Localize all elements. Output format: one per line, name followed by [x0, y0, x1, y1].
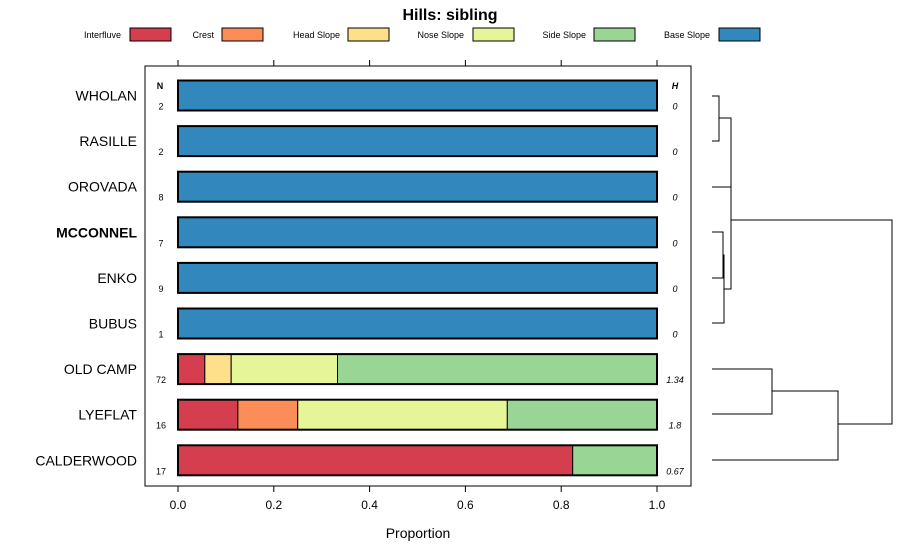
bar-segment — [204, 353, 232, 385]
bar-outline — [177, 170, 658, 203]
legend-label: Nose Slope — [417, 30, 464, 40]
row-h-value: 0.67 — [666, 466, 685, 476]
bar-row: WHOLAN 2 0 — [76, 79, 678, 112]
bar-segment — [177, 171, 658, 203]
bar-segment — [177, 262, 658, 294]
bar-segment — [337, 353, 658, 385]
row-n-value: 2 — [158, 147, 163, 157]
chart-title: Hills: sibling — [402, 7, 497, 24]
bar-row: OLD CAMP 72 1.34 — [64, 353, 684, 386]
bar-outline — [177, 79, 658, 112]
row-n-value: 8 — [158, 193, 163, 203]
row-h-value: 0 — [672, 284, 677, 294]
bar-segment — [297, 399, 508, 431]
legend-label: Interfluve — [84, 30, 121, 40]
row-label: ENKO — [97, 270, 137, 286]
legend-swatch — [221, 27, 264, 42]
x-tick-label: 0.0 — [170, 498, 187, 512]
bar-row: MCCONNEL 7 0 — [56, 216, 678, 249]
row-label: WHOLAN — [76, 88, 137, 104]
bar-segment — [177, 399, 239, 431]
bar-row: OROVADA 8 0 — [68, 170, 678, 203]
bar-row: BUBUS 1 0 — [89, 307, 678, 340]
row-n-value: 17 — [156, 466, 166, 476]
dendrogram-branch — [712, 368, 773, 415]
h-column-header: H — [672, 81, 679, 91]
x-tick-label: 0.2 — [265, 498, 282, 512]
row-n-value: 1 — [158, 330, 163, 340]
row-n-value: 7 — [158, 238, 163, 248]
row-n-value: 72 — [156, 375, 166, 385]
legend-swatch — [347, 27, 390, 42]
dendrogram — [712, 95, 893, 461]
legend-label: Crest — [192, 30, 214, 40]
row-label: BUBUS — [89, 316, 137, 332]
bar-segment — [230, 353, 339, 385]
x-tick-label: 1.0 — [649, 498, 666, 512]
bar-segment — [572, 444, 658, 476]
x-axis-label: Proportion — [386, 525, 451, 541]
bar-outline — [177, 125, 658, 158]
legend-label: Head Slope — [293, 30, 340, 40]
legend-swatch — [129, 27, 172, 42]
bar-row: ENKO 9 0 — [97, 261, 678, 294]
row-h-value: 0 — [672, 238, 677, 248]
n-column-header: N — [157, 81, 164, 91]
bar-segment — [237, 399, 299, 431]
dendrogram-branch — [724, 209, 732, 290]
legend-swatch — [718, 27, 761, 42]
row-h-value: 0 — [672, 193, 677, 203]
bar-outline — [177, 444, 658, 477]
bar-outline — [177, 353, 658, 386]
row-label: CALDERWOOD — [35, 452, 137, 468]
bar-segment — [177, 125, 658, 157]
x-tick-label: 0.6 — [457, 498, 474, 512]
row-n-value: 2 — [158, 102, 163, 112]
x-tick-label: 0.8 — [553, 498, 570, 512]
legend-label: Side Slope — [542, 30, 586, 40]
bar-row: RASILLE 2 0 — [79, 125, 678, 158]
row-label: RASILLE — [79, 133, 137, 149]
legend-label: Base Slope — [664, 30, 710, 40]
bar-row: LYEFLAT 16 1.8 — [78, 398, 682, 431]
bar-outline — [177, 307, 658, 340]
row-h-value: 0 — [672, 102, 677, 112]
row-h-value: 1.8 — [669, 421, 682, 431]
legend: Interfluve Crest Head Slope Nose Slope Side … — [84, 27, 761, 42]
bar-outline — [177, 216, 658, 249]
top-axis-ticks — [177, 60, 658, 66]
row-label: LYEFLAT — [78, 407, 137, 423]
x-axis: 0.0 0.2 0.4 0.6 0.8 1.0 — [170, 486, 666, 512]
dendrogram-branch — [712, 390, 839, 461]
row-n-value: 9 — [158, 284, 163, 294]
row-label: OLD CAMP — [64, 361, 137, 377]
bar-row: CALDERWOOD 17 0.67 — [35, 444, 685, 477]
bar-outline — [177, 398, 658, 431]
dendrogram-branch — [731, 219, 893, 425]
bar-segment — [506, 399, 658, 431]
plot-frame — [144, 65, 692, 487]
row-label: MCCONNEL — [56, 224, 137, 240]
legend-swatch — [472, 27, 515, 42]
dendrogram-branch — [719, 117, 732, 209]
row-h-value: 0 — [672, 147, 677, 157]
bar-segment — [177, 80, 658, 111]
bar-segment — [177, 216, 658, 248]
dendrogram-branch — [712, 95, 720, 142]
bar-segment — [177, 308, 658, 339]
row-n-value: 16 — [156, 421, 166, 431]
legend-swatch — [593, 27, 636, 42]
bar-segment — [177, 353, 206, 385]
row-h-value: 0 — [672, 330, 677, 340]
row-h-value: 1.34 — [666, 375, 684, 385]
x-tick-label: 0.4 — [361, 498, 378, 512]
dendrogram-branch — [712, 254, 725, 324]
row-label: OROVADA — [68, 179, 138, 195]
bar-outline — [177, 261, 658, 294]
bar-segment — [177, 444, 574, 476]
dendrogram-branch — [712, 231, 724, 279]
